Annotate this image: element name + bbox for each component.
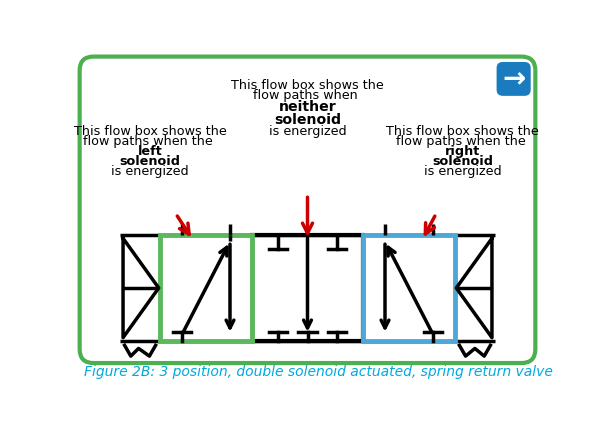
- Bar: [160, 235, 252, 341]
- Text: This flow box shows the: This flow box shows the: [386, 125, 539, 138]
- Text: solenoid: solenoid: [119, 155, 181, 168]
- Text: neither: neither: [278, 100, 337, 114]
- Text: flow paths when the: flow paths when the: [395, 135, 529, 148]
- Text: is energized: is energized: [112, 165, 189, 178]
- Bar: [364, 235, 455, 341]
- Text: →: →: [502, 65, 525, 93]
- Bar: [252, 235, 364, 341]
- Text: This flow box shows the: This flow box shows the: [74, 125, 227, 138]
- FancyBboxPatch shape: [80, 57, 535, 363]
- Text: Figure 2B: 3 position, double solenoid actuated, spring return valve: Figure 2B: 3 position, double solenoid a…: [84, 365, 553, 378]
- Text: flow paths when: flow paths when: [253, 89, 362, 102]
- Text: flow paths when the: flow paths when the: [83, 135, 217, 148]
- Text: left: left: [138, 145, 163, 158]
- Text: This flow box shows the: This flow box shows the: [231, 79, 384, 92]
- FancyBboxPatch shape: [497, 62, 531, 96]
- Text: solenoid: solenoid: [432, 155, 493, 168]
- Text: solenoid: solenoid: [274, 113, 341, 127]
- Text: right: right: [445, 145, 480, 158]
- Text: is energized: is energized: [424, 165, 502, 178]
- Text: is energized: is energized: [269, 125, 346, 138]
